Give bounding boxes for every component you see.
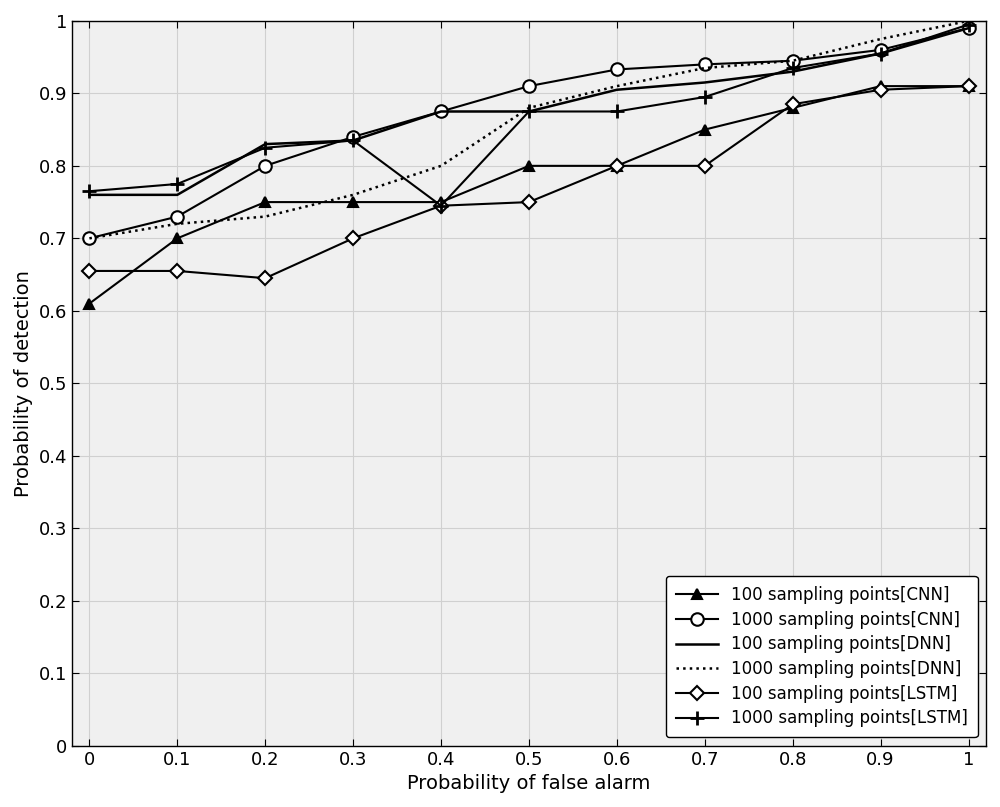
Y-axis label: Probability of detection: Probability of detection [14,270,33,497]
1000 sampling points[DNN] [787,56,799,65]
1000 sampling points[DNN] [171,219,183,228]
1000 sampling points[LSTM] [523,107,535,116]
100 sampling points[DNN] [171,190,183,199]
Legend: 100 sampling points[CNN], 1000 sampling points[CNN], 100 sampling points[DNN], 1: 100 sampling points[CNN], 1000 sampling … [666,576,978,738]
100 sampling points[DNN] [875,48,887,58]
1000 sampling points[CNN] [171,211,183,221]
100 sampling points[DNN] [611,85,623,94]
100 sampling points[LSTM] [83,266,95,276]
100 sampling points[CNN] [787,103,799,113]
1000 sampling points[LSTM] [347,136,359,145]
100 sampling points[CNN] [259,197,271,207]
100 sampling points[CNN] [963,82,975,91]
Line: 1000 sampling points[DNN]: 1000 sampling points[DNN] [89,21,969,238]
1000 sampling points[DNN] [875,34,887,44]
100 sampling points[DNN] [699,77,711,87]
100 sampling points[DNN] [83,190,95,199]
1000 sampling points[CNN] [963,23,975,33]
1000 sampling points[CNN] [347,132,359,142]
Line: 1000 sampling points[LSTM]: 1000 sampling points[LSTM] [82,18,975,213]
100 sampling points[LSTM] [875,85,887,94]
1000 sampling points[LSTM] [611,107,623,116]
1000 sampling points[DNN] [611,82,623,91]
1000 sampling points[LSTM] [787,63,799,73]
100 sampling points[CNN] [523,161,535,171]
100 sampling points[LSTM] [787,99,799,109]
1000 sampling points[CNN] [435,107,447,116]
100 sampling points[CNN] [611,161,623,171]
1000 sampling points[DNN] [699,63,711,73]
1000 sampling points[LSTM] [259,143,271,153]
100 sampling points[LSTM] [699,161,711,171]
100 sampling points[LSTM] [435,201,447,211]
1000 sampling points[DNN] [83,233,95,243]
Line: 1000 sampling points[CNN]: 1000 sampling points[CNN] [83,22,975,245]
100 sampling points[LSTM] [963,82,975,91]
100 sampling points[CNN] [699,125,711,135]
100 sampling points[DNN] [259,140,271,149]
1000 sampling points[CNN] [699,60,711,69]
1000 sampling points[LSTM] [699,92,711,102]
1000 sampling points[LSTM] [83,186,95,196]
1000 sampling points[LSTM] [171,179,183,189]
1000 sampling points[LSTM] [875,48,887,58]
100 sampling points[LSTM] [523,197,535,207]
100 sampling points[LSTM] [611,161,623,171]
1000 sampling points[CNN] [83,233,95,243]
1000 sampling points[DNN] [963,16,975,26]
100 sampling points[CNN] [347,197,359,207]
100 sampling points[DNN] [347,136,359,145]
100 sampling points[CNN] [875,82,887,91]
1000 sampling points[CNN] [523,82,535,91]
1000 sampling points[CNN] [259,161,271,171]
100 sampling points[LSTM] [171,266,183,276]
1000 sampling points[DNN] [259,211,271,221]
1000 sampling points[DNN] [523,103,535,113]
1000 sampling points[CNN] [875,45,887,55]
1000 sampling points[LSTM] [435,201,447,211]
100 sampling points[DNN] [787,67,799,77]
1000 sampling points[CNN] [611,65,623,74]
1000 sampling points[CNN] [787,56,799,65]
100 sampling points[CNN] [435,197,447,207]
Line: 100 sampling points[CNN]: 100 sampling points[CNN] [85,82,973,308]
100 sampling points[CNN] [83,299,95,308]
100 sampling points[LSTM] [347,233,359,243]
1000 sampling points[LSTM] [963,19,975,29]
100 sampling points[DNN] [523,107,535,116]
100 sampling points[CNN] [171,233,183,243]
Line: 100 sampling points[DNN]: 100 sampling points[DNN] [89,28,969,194]
100 sampling points[LSTM] [259,274,271,283]
100 sampling points[DNN] [435,107,447,116]
1000 sampling points[DNN] [435,161,447,171]
1000 sampling points[DNN] [347,190,359,199]
X-axis label: Probability of false alarm: Probability of false alarm [407,774,651,793]
100 sampling points[DNN] [963,23,975,33]
Line: 100 sampling points[LSTM]: 100 sampling points[LSTM] [85,82,973,283]
